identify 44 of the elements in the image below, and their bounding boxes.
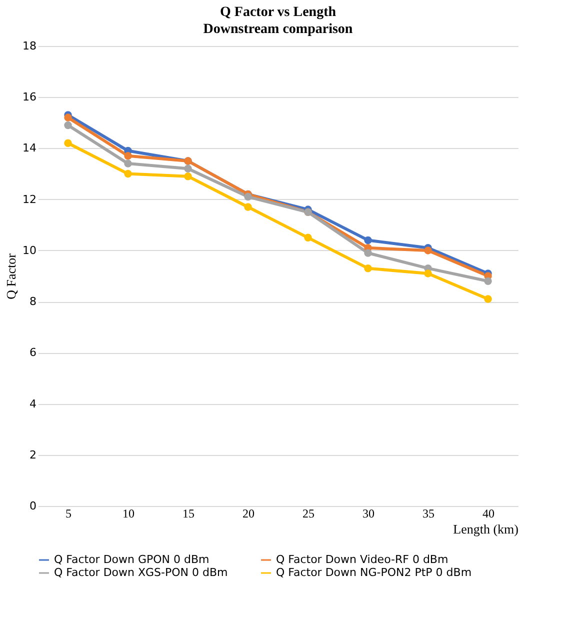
point [124, 160, 132, 168]
legend-label: Q Factor Down Video-RF 0 dBm [276, 553, 448, 566]
point [484, 295, 492, 303]
y-tick-label: 14 [22, 142, 36, 155]
legend-label: Q Factor Down XGS-PON 0 dBm [54, 566, 228, 579]
x-tick-label: 15 [182, 506, 194, 520]
x-tick-label: 35 [422, 506, 434, 520]
point [424, 246, 432, 254]
point [424, 270, 432, 278]
y-tick-label: 0 [30, 500, 36, 512]
point [64, 139, 72, 147]
x-axis-title: Length (km) [453, 522, 518, 536]
point [124, 170, 132, 178]
x-tick-label: 5 [66, 506, 72, 520]
y-tick-label: 4 [30, 397, 36, 410]
point [184, 164, 192, 173]
x-tick-label: 20 [242, 506, 254, 520]
point [244, 192, 252, 201]
y-tick-label: 8 [30, 295, 36, 308]
x-tick-label: 30 [362, 506, 374, 520]
y-tick-label: 16 [22, 90, 36, 104]
chart-title: Q Factor vs Length [220, 5, 336, 20]
x-tick-label: 10 [122, 506, 134, 520]
point [184, 172, 192, 180]
y-tick-label: 12 [22, 192, 36, 206]
y-tick-label: 6 [30, 346, 36, 360]
y-tick-label: 2 [30, 448, 36, 462]
point [244, 203, 252, 211]
point [364, 236, 372, 244]
point [64, 121, 72, 130]
x-tick-label: 40 [482, 506, 494, 520]
point [484, 277, 492, 285]
x-tick-label: 25 [302, 506, 314, 520]
point [64, 114, 72, 122]
point [124, 152, 132, 160]
chart-subtitle: Downstream comparison [203, 22, 353, 37]
point [364, 249, 372, 257]
point [364, 264, 372, 272]
y-axis-title: Q Factor [4, 252, 19, 300]
point [304, 234, 312, 242]
legend-label: Q Factor Down NG-PON2 PtP 0 dBm [276, 566, 472, 579]
legend-label: Q Factor Down GPON 0 dBm [54, 553, 210, 566]
y-tick-label: 18 [22, 40, 36, 52]
y-tick-label: 10 [22, 244, 36, 257]
